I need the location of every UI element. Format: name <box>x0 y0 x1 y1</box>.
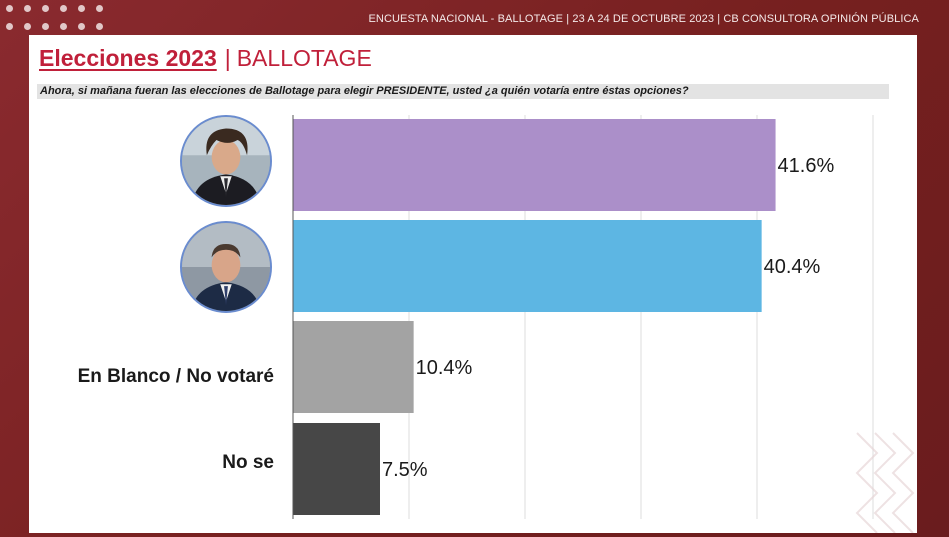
category-label-dont-know: No se <box>222 452 274 473</box>
decorative-dots <box>2 2 107 37</box>
person-icon <box>182 223 270 311</box>
bar <box>293 119 776 211</box>
chart-panel: Elecciones 2023 | BALLOTAGE Ahora, si maña… <box>29 35 917 533</box>
title-rest: BALLOTAGE <box>236 45 372 71</box>
title-bold: Elecciones 2023 <box>39 45 217 71</box>
bar-value-label: 40.4% <box>764 256 821 278</box>
bar <box>293 321 414 413</box>
header-subtitle: ENCUESTA NACIONAL - BALLOTAGE | 23 A 24 … <box>368 13 919 25</box>
survey-question: Ahora, si mañana fueran las elecciones d… <box>37 84 889 99</box>
title-separator: | <box>224 45 231 71</box>
bar-value-label: 41.6% <box>778 155 835 177</box>
candidate-photo-2 <box>180 221 272 313</box>
decorative-chevrons <box>855 432 915 533</box>
bar-value-label: 7.5% <box>382 459 428 481</box>
bar <box>293 220 762 312</box>
bar <box>293 423 380 515</box>
category-label-blank: En Blanco / No votaré <box>77 366 274 387</box>
bar-chart: 41.6% 40.4% 10.4% 7.5% <box>292 115 874 519</box>
bar-value-label: 10.4% <box>416 357 473 379</box>
candidate-photo-1 <box>180 115 272 207</box>
page-title: Elecciones 2023 | BALLOTAGE <box>39 45 372 71</box>
person-icon <box>182 117 270 205</box>
